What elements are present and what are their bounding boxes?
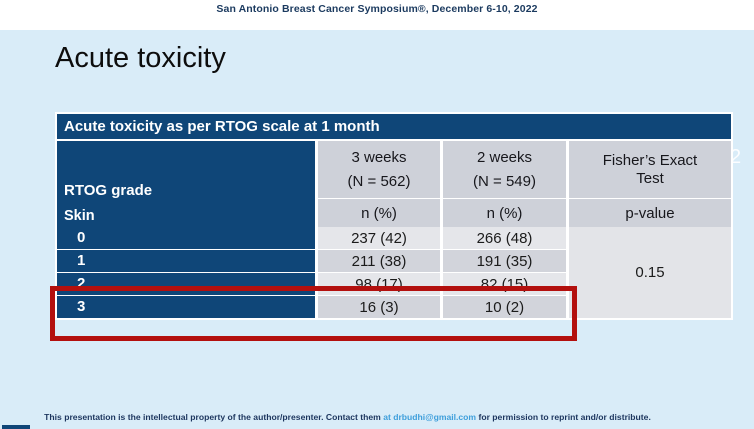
footer-email-link[interactable]: at drbudhi@gmail.com — [383, 412, 477, 422]
grade-label-0: 0 — [57, 227, 315, 249]
slide-title: Acute toxicity — [55, 42, 226, 74]
col-header-fisher-line2: Test — [636, 170, 664, 187]
col-header-3weeks-n: (N = 562) — [347, 173, 411, 190]
col-header-2weeks: 2 weeks (N = 549) — [443, 141, 566, 198]
cell-grade3-2weeks: 10 (2) — [443, 296, 566, 318]
symposium-banner-text: San Antonio Breast Cancer Symposium®, De… — [216, 3, 538, 15]
col-header-fisher: Fisher’s Exact Test — [569, 141, 731, 198]
col-header-fisher-line1: Fisher’s Exact — [602, 152, 698, 169]
row-header-title: RTOG grade — [64, 182, 153, 199]
table-header: RTOG grade Skin 3 weeks (N = 562) 2 week… — [57, 141, 731, 227]
ghost-page-number: 2 — [730, 146, 742, 168]
col-header-3weeks-label: 3 weeks — [351, 149, 407, 166]
footer-text-after: for permission to reprint and/or distrib… — [476, 412, 651, 422]
col-header-3weeks: 3 weeks (N = 562) — [318, 141, 440, 198]
col-header-2weeks-label: 2 weeks — [476, 149, 533, 166]
row-header-sub: Skin — [64, 208, 95, 224]
cell-grade0-3weeks: 237 (42) — [318, 227, 440, 249]
subheader-npct-3weeks: n (%) — [318, 199, 440, 227]
cell-grade3-3weeks: 16 (3) — [318, 296, 440, 318]
cell-grade1-3weeks: 211 (38) — [318, 250, 440, 272]
grade-label-3: 3 — [57, 296, 315, 318]
bottom-left-navy-sliver — [2, 425, 30, 429]
cell-grade0-2weeks: 266 (48) — [443, 227, 566, 249]
footer-disclaimer: This presentation is the intellectual pr… — [0, 412, 695, 422]
cell-grade1-2weeks: 191 (35) — [443, 250, 566, 272]
pvalue-cell: 0.15 — [569, 227, 731, 318]
symposium-banner: San Antonio Breast Cancer Symposium®, De… — [0, 0, 754, 30]
footer-text-before: This presentation is the intellectual pr… — [44, 412, 384, 422]
table-caption: Acute toxicity as per RTOG scale at 1 mo… — [57, 114, 731, 141]
toxicity-table: Acute toxicity as per RTOG scale at 1 mo… — [55, 112, 733, 320]
subheader-pvalue: p-value — [569, 199, 731, 227]
red-highlight-box — [50, 286, 577, 341]
grade-label-1: 1 — [57, 250, 315, 272]
row-header-cell: RTOG grade Skin — [57, 141, 315, 227]
col-header-2weeks-n: (N = 549) — [473, 173, 536, 190]
subheader-npct-2weeks: n (%) — [443, 199, 566, 227]
